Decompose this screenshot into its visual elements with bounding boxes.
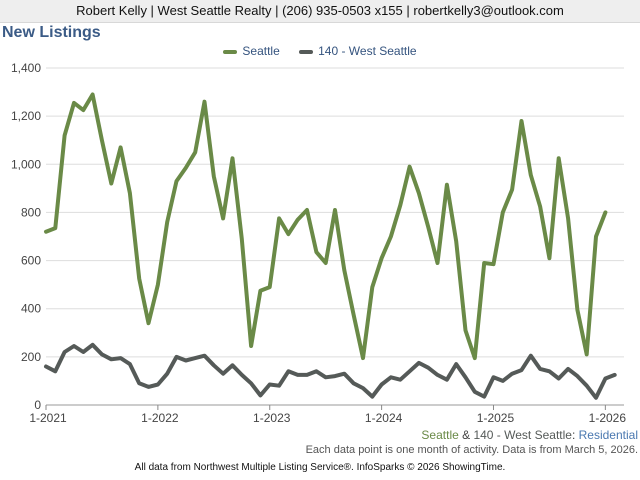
- data-note: Each data point is one month of activity…: [305, 444, 638, 456]
- x-tick-label: 1-2023: [253, 411, 291, 425]
- x-tick-label: 1-2026: [589, 411, 627, 425]
- legend-item-west-seattle[interactable]: 140 - West Seattle: [299, 44, 417, 58]
- series-line-seattle: [44, 92, 608, 361]
- scope-seattle: Seattle: [421, 428, 459, 442]
- y-tick-label: 1,200: [11, 109, 41, 123]
- scope-amp: &: [458, 428, 474, 442]
- y-tick-label: 1,400: [11, 61, 41, 75]
- y-tick-label: 1,000: [11, 157, 41, 171]
- chart-title: New Listings: [2, 24, 101, 41]
- x-tick-label: 1-2022: [141, 411, 179, 425]
- series-line-west-seattle: [44, 342, 617, 400]
- scope-line: Seattle & 140 - West Seattle: Residentia…: [421, 428, 638, 442]
- y-tick-label: 200: [21, 350, 41, 364]
- legend-label-west-seattle: 140 - West Seattle: [318, 44, 417, 58]
- y-tick-label: 400: [21, 302, 41, 316]
- y-tick-label: 800: [21, 205, 41, 219]
- legend-swatch-west-seattle: [299, 49, 314, 54]
- y-tick-label: 600: [21, 254, 41, 268]
- y-tick-label: 0: [34, 398, 41, 412]
- contact-bar: Robert Kelly | West Seattle Realty | (20…: [0, 0, 640, 23]
- x-tick-label: 1-2021: [29, 411, 67, 425]
- scope-west-seattle: 140 - West Seattle: [473, 428, 572, 442]
- legend-swatch-seattle: [223, 49, 238, 54]
- contact-text: Robert Kelly | West Seattle Realty | (20…: [76, 3, 564, 18]
- source-note: All data from Northwest Multiple Listing…: [134, 462, 506, 473]
- legend-item-seattle[interactable]: Seattle: [223, 44, 280, 58]
- legend-label-seattle: Seattle: [242, 44, 280, 58]
- scope-colon: :: [571, 428, 579, 442]
- chart-legend: Seattle 140 - West Seattle: [0, 44, 640, 58]
- scope-residential-link[interactable]: Residential: [578, 428, 638, 442]
- x-tick-label: 1-2024: [365, 411, 403, 425]
- x-tick-label: 1-2025: [477, 411, 515, 425]
